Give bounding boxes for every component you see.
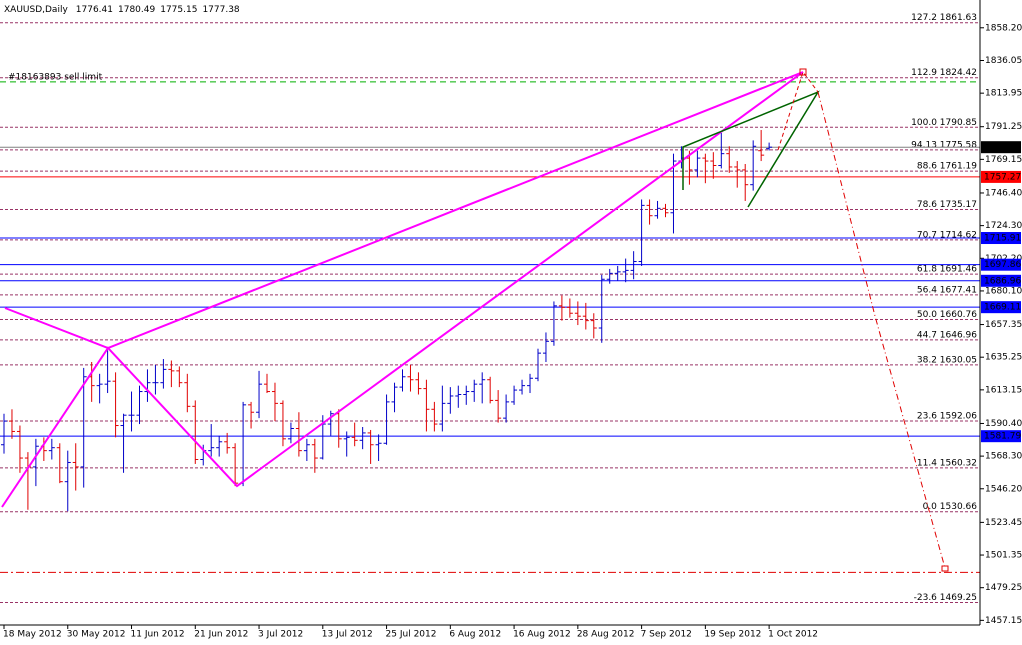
fib-label: 70.7 1714.62 bbox=[917, 230, 977, 240]
x-tick-label: 3 Jul 2012 bbox=[258, 630, 303, 640]
fib-label: 11.4 1560.32 bbox=[917, 458, 977, 468]
price-box bbox=[981, 170, 1021, 183]
x-tick-label: 28 Aug 2012 bbox=[577, 630, 635, 640]
fib-label: 23.6 1592.06 bbox=[917, 412, 977, 422]
price-box bbox=[981, 274, 1021, 287]
marker bbox=[799, 68, 807, 76]
fib-label: 88.6 1761.19 bbox=[917, 162, 977, 172]
x-tick-label: 1 Oct 2012 bbox=[768, 630, 818, 640]
triangle-line bbox=[682, 90, 820, 208]
fib-label: 44.7 1646.96 bbox=[917, 330, 977, 340]
price-box bbox=[981, 430, 1021, 443]
x-tick-label: 13 Jul 2012 bbox=[322, 630, 373, 640]
price-box bbox=[981, 141, 1021, 154]
price-box bbox=[981, 258, 1021, 271]
x-tick-label: 18 May 2012 bbox=[3, 630, 62, 640]
levels: 127.2 1861.63 112.9 1824.42 100.0 1790.85 9… bbox=[0, 13, 980, 603]
fib-label: 50.0 1660.76 bbox=[917, 310, 977, 320]
harmonic-pattern bbox=[1, 68, 949, 572]
marker bbox=[941, 565, 949, 572]
x-tick-label: 19 Sep 2012 bbox=[704, 630, 761, 640]
x-tick-label: 21 Jun 2012 bbox=[194, 630, 248, 640]
price-box-label: 1757.27 bbox=[984, 172, 1021, 182]
y-tick-label: 1657.35 bbox=[985, 320, 1022, 330]
price-box-label: 1777.38 bbox=[984, 143, 1021, 153]
y-tick-label: 1635.25 bbox=[985, 353, 1022, 363]
fib-label: 61.8 1691.46 bbox=[917, 265, 977, 275]
y-tick-label: 1501.35 bbox=[985, 551, 1022, 561]
x-tick-label: 6 Aug 2012 bbox=[449, 630, 501, 640]
y-tick-label: 1836.05 bbox=[985, 56, 1022, 66]
y-tick-label: 1568.30 bbox=[985, 452, 1022, 462]
bars bbox=[1, 130, 773, 512]
fib-label: 94.13 1775.58 bbox=[911, 140, 977, 150]
fib-label: 100.0 1790.85 bbox=[911, 118, 977, 128]
fib-label: -23.6 1469.25 bbox=[914, 593, 977, 603]
fib-label: 127.2 1861.63 bbox=[911, 13, 977, 23]
fib-label: 112.9 1824.42 bbox=[911, 68, 977, 78]
open-value: 1776.41 bbox=[76, 5, 113, 15]
projection-line bbox=[817, 91, 946, 569]
y-tick-label: 1680.10 bbox=[985, 286, 1022, 296]
fib-label: 56.4 1677.41 bbox=[917, 285, 977, 295]
y-tick-label: 1858.20 bbox=[985, 23, 1022, 33]
high-value: 1780.49 bbox=[118, 5, 155, 15]
price-box-label: 1715.91 bbox=[984, 234, 1021, 244]
header: XAUUSD,Daily 1776.41 1780.49 1775.15 1777.38 bbox=[4, 5, 240, 15]
price-box-label: 1581.79 bbox=[984, 432, 1021, 442]
y-tick-label: 1479.25 bbox=[985, 583, 1022, 593]
price-box-label: 1669.11 bbox=[984, 303, 1021, 313]
close-value: 1777.38 bbox=[202, 5, 239, 15]
y-tick-label: 1813.95 bbox=[985, 89, 1022, 99]
price-box-label: 1697.86 bbox=[984, 260, 1021, 270]
symbol: XAUUSD,Daily bbox=[4, 5, 68, 15]
low-value: 1775.15 bbox=[160, 5, 197, 15]
y-tick-label: 1791.25 bbox=[985, 122, 1022, 132]
order-label: #18163893 sell limit bbox=[8, 72, 103, 82]
y-tick-label: 1613.15 bbox=[985, 385, 1022, 395]
y-tick-label: 1724.30 bbox=[985, 221, 1022, 231]
x-tick-label: 30 May 2012 bbox=[67, 630, 126, 640]
y-tick-label: 1746.40 bbox=[985, 188, 1022, 198]
x-tick-label: 11 Jun 2012 bbox=[131, 630, 185, 640]
x-tick-label: 25 Jul 2012 bbox=[386, 630, 437, 640]
fib-label: 78.6 1735.17 bbox=[917, 200, 977, 210]
fib-label: 38.2 1630.05 bbox=[917, 355, 977, 365]
price-box bbox=[981, 301, 1021, 314]
y-tick-label: 1457.15 bbox=[985, 616, 1022, 626]
y-tick-label: 1523.45 bbox=[985, 518, 1022, 528]
y-tick-label: 1769.15 bbox=[985, 155, 1022, 165]
axis: 1858.20 1836.05 1813.95 1791.25 1769.15 1746.… bbox=[3, 23, 1022, 639]
price-box-label: 1686.96 bbox=[984, 276, 1021, 286]
price-box bbox=[981, 232, 1021, 245]
pattern-line bbox=[1, 71, 804, 508]
y-tick-label: 1590.40 bbox=[985, 419, 1022, 429]
y-tick-label: 1546.20 bbox=[985, 484, 1022, 494]
x-tick-label: 16 Aug 2012 bbox=[513, 630, 571, 640]
projection-line bbox=[777, 70, 819, 151]
fib-label: 0.0 1530.66 bbox=[923, 502, 978, 512]
x-tick-label: 7 Sep 2012 bbox=[641, 630, 692, 640]
